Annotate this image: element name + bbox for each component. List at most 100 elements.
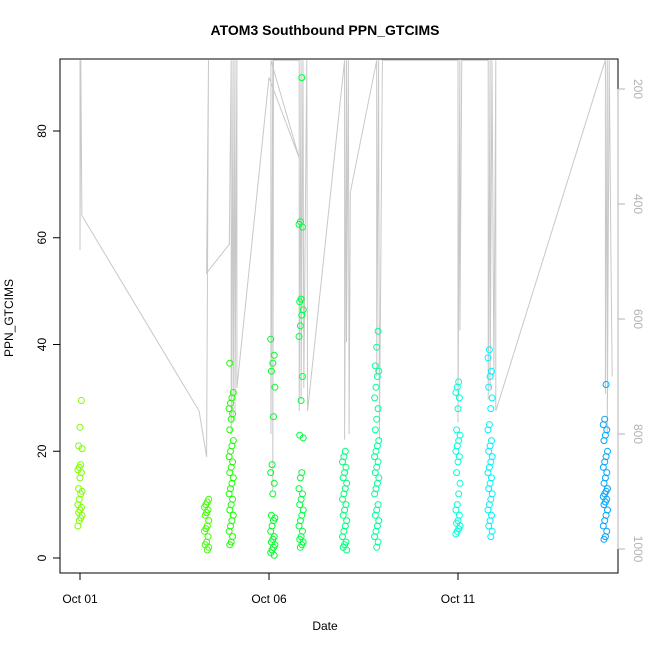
data-point bbox=[455, 378, 463, 386]
data-point bbox=[488, 474, 495, 482]
data-point bbox=[226, 359, 234, 367]
data-point bbox=[375, 437, 383, 445]
data-point bbox=[603, 426, 611, 434]
data-point bbox=[487, 405, 495, 413]
data-point bbox=[453, 501, 461, 509]
data-point bbox=[226, 426, 234, 434]
data-point bbox=[453, 426, 461, 434]
data-point bbox=[374, 501, 382, 509]
data-points bbox=[74, 74, 611, 559]
data-point bbox=[341, 447, 349, 455]
data-point bbox=[270, 479, 278, 487]
data-point bbox=[296, 218, 304, 226]
x-tick-label: Oct 11 bbox=[441, 592, 476, 606]
data-point bbox=[604, 485, 611, 493]
data-point bbox=[375, 517, 383, 525]
data-point bbox=[604, 506, 611, 514]
data-point bbox=[295, 333, 303, 340]
data-point bbox=[75, 442, 83, 450]
data-point bbox=[299, 490, 306, 498]
data-point bbox=[603, 527, 611, 535]
data-point bbox=[229, 389, 237, 396]
data-point bbox=[343, 479, 351, 487]
data-point bbox=[76, 423, 84, 431]
data-point bbox=[485, 346, 493, 354]
data-point bbox=[455, 394, 463, 402]
data-point bbox=[375, 367, 383, 375]
data-point bbox=[77, 397, 85, 404]
y2-tick-label: 400 bbox=[631, 194, 645, 214]
y2-tick-label: 800 bbox=[631, 424, 645, 444]
chart-title: ATOM3 Southbound PPN_GTCIMS bbox=[210, 22, 440, 38]
y-axis-label: PPN_GTCIMS bbox=[2, 278, 16, 358]
secondary-line bbox=[79, 59, 613, 492]
data-point bbox=[297, 397, 305, 404]
data-point bbox=[229, 458, 237, 466]
y-tick-label: 60 bbox=[35, 231, 49, 245]
data-point bbox=[455, 490, 463, 498]
data-point bbox=[375, 474, 383, 482]
data-point bbox=[455, 453, 463, 461]
data-point bbox=[488, 394, 496, 402]
data-point bbox=[229, 437, 237, 445]
data-point bbox=[602, 381, 610, 388]
data-point bbox=[299, 527, 306, 535]
data-point bbox=[342, 463, 350, 471]
y-axis: 0 20 40 60 80 bbox=[35, 124, 61, 561]
data-point bbox=[267, 469, 275, 477]
data-point bbox=[373, 415, 381, 423]
data-point bbox=[229, 474, 237, 482]
x-tick-label: Oct 06 bbox=[251, 592, 287, 606]
data-point bbox=[488, 367, 495, 375]
data-point bbox=[229, 533, 237, 541]
data-point bbox=[298, 74, 306, 82]
data-point bbox=[77, 461, 85, 469]
data-point bbox=[603, 469, 611, 477]
y2-tick-label: 600 bbox=[631, 309, 645, 329]
data-point bbox=[456, 479, 464, 487]
data-point bbox=[374, 327, 382, 335]
data-point bbox=[297, 295, 305, 303]
plot-frame bbox=[59, 58, 619, 574]
data-point bbox=[342, 501, 350, 509]
data-point bbox=[296, 322, 304, 330]
data-point bbox=[268, 461, 276, 469]
data-point bbox=[298, 469, 306, 477]
data-point bbox=[299, 373, 306, 380]
data-point bbox=[454, 405, 462, 413]
data-point bbox=[229, 495, 237, 503]
data-point bbox=[374, 538, 382, 546]
y2-tick-label: 200 bbox=[631, 79, 645, 99]
data-point bbox=[373, 343, 381, 351]
data-point bbox=[229, 511, 237, 519]
data-point bbox=[295, 485, 303, 493]
data-point bbox=[485, 421, 493, 429]
data-point bbox=[299, 506, 307, 514]
data-point bbox=[296, 431, 304, 439]
data-point bbox=[299, 306, 307, 314]
data-point bbox=[456, 431, 464, 439]
data-point bbox=[371, 394, 379, 402]
data-point bbox=[374, 458, 382, 466]
data-point bbox=[488, 453, 496, 461]
data-point bbox=[484, 354, 492, 362]
data-point bbox=[271, 383, 279, 391]
data-point bbox=[488, 490, 496, 498]
data-point bbox=[371, 426, 379, 434]
data-point bbox=[453, 469, 461, 477]
data-point bbox=[270, 533, 278, 541]
data-point bbox=[204, 533, 212, 541]
data-point bbox=[488, 437, 495, 445]
data-point bbox=[205, 517, 213, 525]
data-point bbox=[488, 527, 496, 535]
data-point bbox=[269, 359, 277, 367]
data-point bbox=[488, 511, 495, 519]
data-point bbox=[485, 383, 493, 391]
data-point bbox=[372, 383, 380, 391]
data-point bbox=[342, 538, 350, 546]
x-axis-label: Date bbox=[312, 619, 338, 633]
y-tick-label: 0 bbox=[35, 554, 49, 561]
data-point bbox=[267, 335, 275, 343]
data-point bbox=[455, 511, 463, 519]
